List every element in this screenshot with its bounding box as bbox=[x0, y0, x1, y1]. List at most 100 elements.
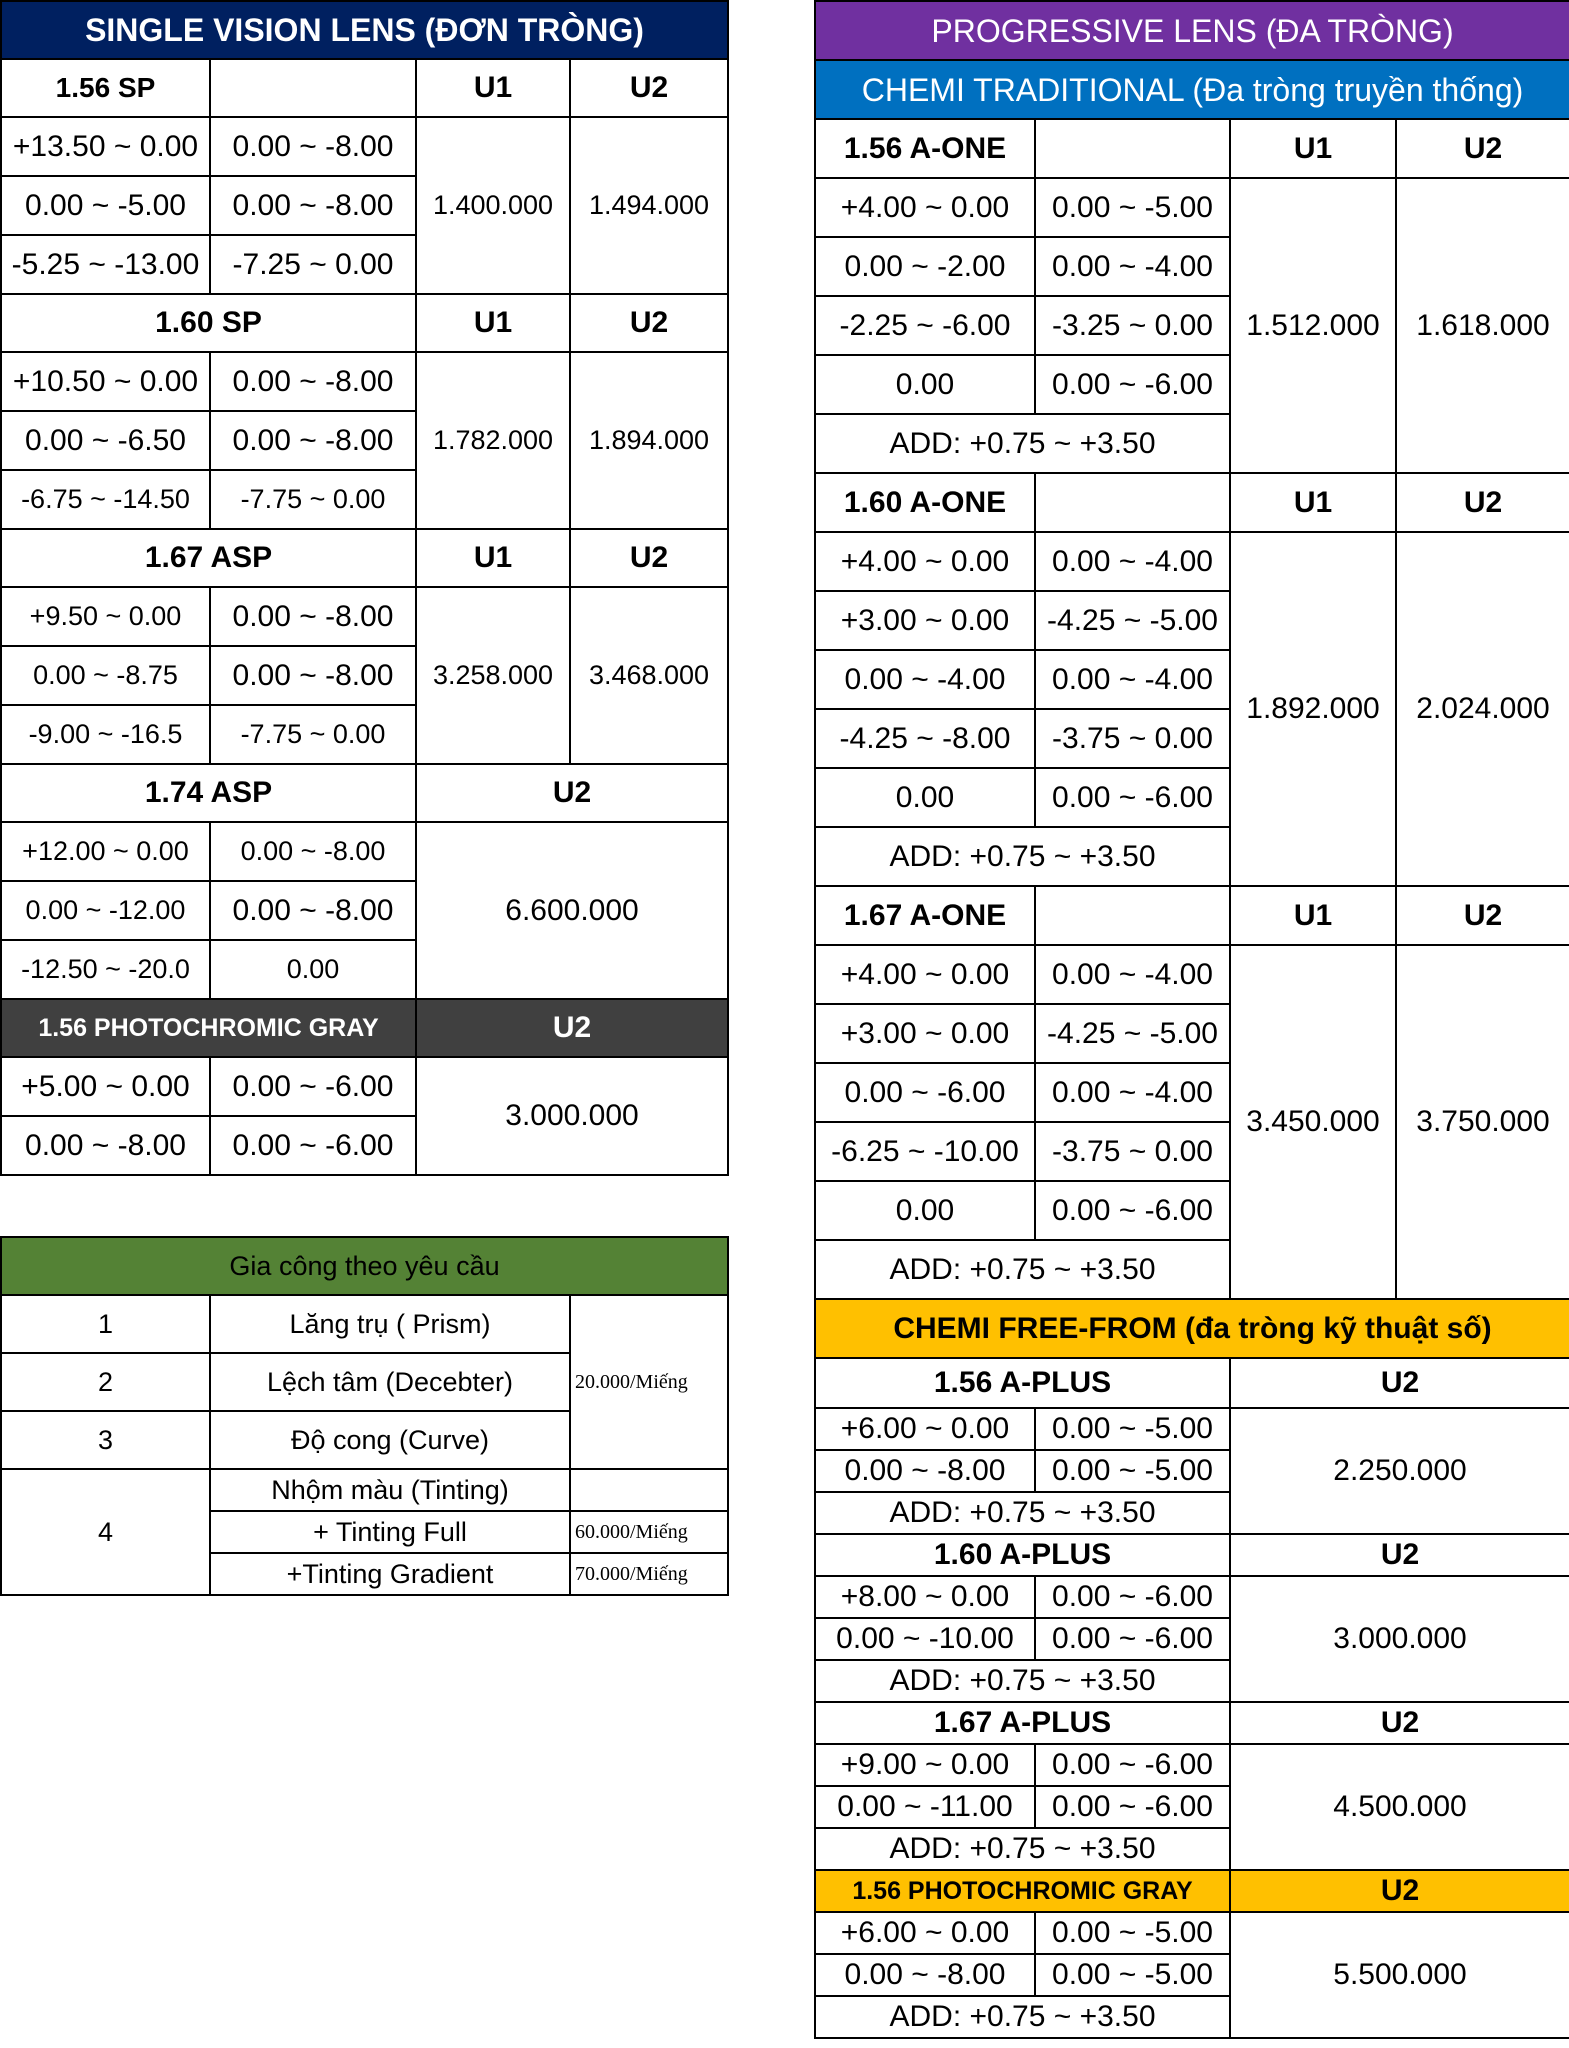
cyl-range: 0.00 ~ -6.00 bbox=[1034, 1575, 1231, 1619]
sph-range: 0.00 ~ -8.00 bbox=[814, 1953, 1036, 1997]
sph-range: -6.75 ~ -14.50 bbox=[0, 469, 211, 530]
cyl-range: 0.00 ~ -8.00 bbox=[209, 821, 417, 882]
sph-range: +6.00 ~ 0.00 bbox=[814, 1407, 1036, 1451]
price-u2: 3.000.000 bbox=[415, 1056, 729, 1176]
sph-range: 0.00 bbox=[814, 354, 1036, 415]
cyl-range: 0.00 ~ -8.00 bbox=[209, 586, 417, 647]
service-no: 2 bbox=[0, 1352, 211, 1412]
service-no: 3 bbox=[0, 1410, 211, 1470]
add-range: ADD: +0.75 ~ +3.50 bbox=[814, 1491, 1231, 1535]
service-name: Lệch tâm (Decebter) bbox=[209, 1352, 571, 1412]
lens-name: 1.74 ASP bbox=[0, 763, 417, 823]
cyl-range: -7.75 ~ 0.00 bbox=[209, 469, 417, 530]
service-name: Độ cong (Curve) bbox=[209, 1410, 571, 1470]
sph-range: -12.50 ~ -20.0 bbox=[0, 939, 211, 1000]
u1-header: U1 bbox=[415, 528, 571, 588]
cyl-range: 0.00 ~ -5.00 bbox=[1034, 1953, 1231, 1997]
service-price: 20.000/Miếng bbox=[568, 1294, 730, 1470]
add-range: ADD: +0.75 ~ +3.50 bbox=[814, 826, 1231, 887]
price-u1: 1.400.000 bbox=[415, 116, 571, 295]
cyl-range: 0.00 ~ -6.00 bbox=[1034, 1743, 1231, 1787]
sph-range: +3.00 ~ 0.00 bbox=[814, 1003, 1036, 1064]
cyl-range: 0.00 ~ -4.00 bbox=[1034, 236, 1231, 297]
price-u2: 2.024.000 bbox=[1395, 531, 1569, 887]
cyl-range: 0.00 ~ -8.00 bbox=[209, 116, 417, 177]
cyl-range: -7.75 ~ 0.00 bbox=[209, 704, 417, 765]
service-name: Nhộm màu (Tinting) bbox=[209, 1468, 571, 1512]
price-u1: 1.892.000 bbox=[1229, 531, 1397, 887]
service-no: 1 bbox=[0, 1294, 211, 1354]
lens-name: 1.60 A-PLUS bbox=[814, 1533, 1231, 1577]
sph-range: +6.00 ~ 0.00 bbox=[814, 1911, 1036, 1955]
price-u2: 1.494.000 bbox=[569, 116, 729, 295]
sph-range: 0.00 ~ -4.00 bbox=[814, 649, 1036, 710]
progressive-title: PROGRESSIVE LENS (ĐA TRÒNG) bbox=[814, 0, 1569, 61]
sph-range: 0.00 bbox=[814, 767, 1036, 828]
add-range: ADD: +0.75 ~ +3.50 bbox=[814, 1659, 1231, 1703]
price-u2: 6.600.000 bbox=[415, 821, 729, 1000]
cyl-range: 0.00 ~ -6.00 bbox=[1034, 1617, 1231, 1661]
sph-range: -6.25 ~ -10.00 bbox=[814, 1121, 1036, 1182]
price-u1: 3.450.000 bbox=[1229, 944, 1397, 1300]
sph-range: 0.00 ~ -6.50 bbox=[0, 410, 211, 471]
sph-range: 0.00 ~ -5.00 bbox=[0, 175, 211, 236]
add-range: ADD: +0.75 ~ +3.50 bbox=[814, 1827, 1231, 1871]
cyl-range: 0.00 bbox=[209, 939, 417, 1000]
cyl-range: 0.00 ~ -8.00 bbox=[209, 880, 417, 941]
u2-header: U2 bbox=[569, 58, 729, 118]
lens-name: 1.60 SP bbox=[0, 293, 417, 353]
cyl-range: -4.25 ~ -5.00 bbox=[1034, 590, 1231, 651]
service-name: Lăng trụ ( Prism) bbox=[209, 1294, 571, 1354]
sph-range: +8.00 ~ 0.00 bbox=[814, 1575, 1036, 1619]
sph-range: +4.00 ~ 0.00 bbox=[814, 531, 1036, 592]
sph-range: 0.00 ~ -2.00 bbox=[814, 236, 1036, 297]
price-u2: 4.500.000 bbox=[1229, 1743, 1569, 1871]
tinting-option: + Tinting Full bbox=[209, 1510, 571, 1554]
u2-header: U2 bbox=[415, 998, 729, 1058]
lens-name: 1.56 A-PLUS bbox=[814, 1357, 1231, 1409]
service-no: 4 bbox=[0, 1468, 211, 1596]
tinting-price: 60.000/Miếng bbox=[568, 1510, 730, 1554]
single-vision-table: SINGLE VISION LENS (ĐƠN TRÒNG) 1.56 SP U… bbox=[0, 0, 729, 1176]
cyl-range: 0.00 ~ -6.00 bbox=[1034, 767, 1231, 828]
u2-header: U2 bbox=[1395, 118, 1569, 179]
price-u2: 5.500.000 bbox=[1229, 1911, 1569, 2039]
add-range: ADD: +0.75 ~ +3.50 bbox=[814, 413, 1231, 474]
cyl-range: 0.00 ~ -6.00 bbox=[209, 1115, 417, 1176]
lens-name: 1.60 A-ONE bbox=[814, 472, 1036, 533]
lens-name: 1.56 SP bbox=[0, 58, 211, 118]
sph-range: +9.00 ~ 0.00 bbox=[814, 1743, 1036, 1787]
sph-range: +9.50 ~ 0.00 bbox=[0, 586, 211, 647]
lens-name: 1.56 PHOTOCHROMIC GRAY bbox=[0, 998, 417, 1058]
sph-range: +3.00 ~ 0.00 bbox=[814, 590, 1036, 651]
cyl-range: 0.00 ~ -6.00 bbox=[1034, 1785, 1231, 1829]
cyl-range: 0.00 ~ -4.00 bbox=[1034, 531, 1231, 592]
u2-header: U2 bbox=[1395, 885, 1569, 946]
sph-range: 0.00 ~ -8.00 bbox=[0, 1115, 211, 1176]
cyl-range: 0.00 ~ -4.00 bbox=[1034, 1062, 1231, 1123]
add-range: ADD: +0.75 ~ +3.50 bbox=[814, 1239, 1231, 1300]
cyl-range: -4.25 ~ -5.00 bbox=[1034, 1003, 1231, 1064]
sph-range: 0.00 ~ -8.00 bbox=[814, 1449, 1036, 1493]
cyl-range: -3.25 ~ 0.00 bbox=[1034, 295, 1231, 356]
cyl-range: 0.00 ~ -6.00 bbox=[1034, 1180, 1231, 1241]
lens-name: 1.67 ASP bbox=[0, 528, 417, 588]
sph-range: +5.00 ~ 0.00 bbox=[0, 1056, 211, 1117]
services-title: Gia công theo yêu cầu bbox=[0, 1236, 730, 1296]
u2-header: U2 bbox=[1229, 1701, 1569, 1745]
price-u1: 1.782.000 bbox=[415, 351, 571, 530]
sph-range: +4.00 ~ 0.00 bbox=[814, 944, 1036, 1005]
price-u2: 3.000.000 bbox=[1229, 1575, 1569, 1703]
tinting-option: +Tinting Gradient bbox=[209, 1552, 571, 1596]
price-u1: 3.258.000 bbox=[415, 586, 571, 765]
freeform-title: CHEMI FREE-FROM (đa tròng kỹ thuật số) bbox=[814, 1298, 1569, 1359]
cyl-range: -3.75 ~ 0.00 bbox=[1034, 1121, 1231, 1182]
cyl-range: 0.00 ~ -8.00 bbox=[209, 351, 417, 412]
price-u2: 3.750.000 bbox=[1395, 944, 1569, 1300]
u1-header: U1 bbox=[415, 58, 571, 118]
u1-header: U1 bbox=[1229, 472, 1397, 533]
u2-header: U2 bbox=[1229, 1357, 1569, 1409]
cyl-range: 0.00 ~ -5.00 bbox=[1034, 1911, 1231, 1955]
cyl-range: 0.00 ~ -5.00 bbox=[1034, 1449, 1231, 1493]
u2-header: U2 bbox=[569, 528, 729, 588]
